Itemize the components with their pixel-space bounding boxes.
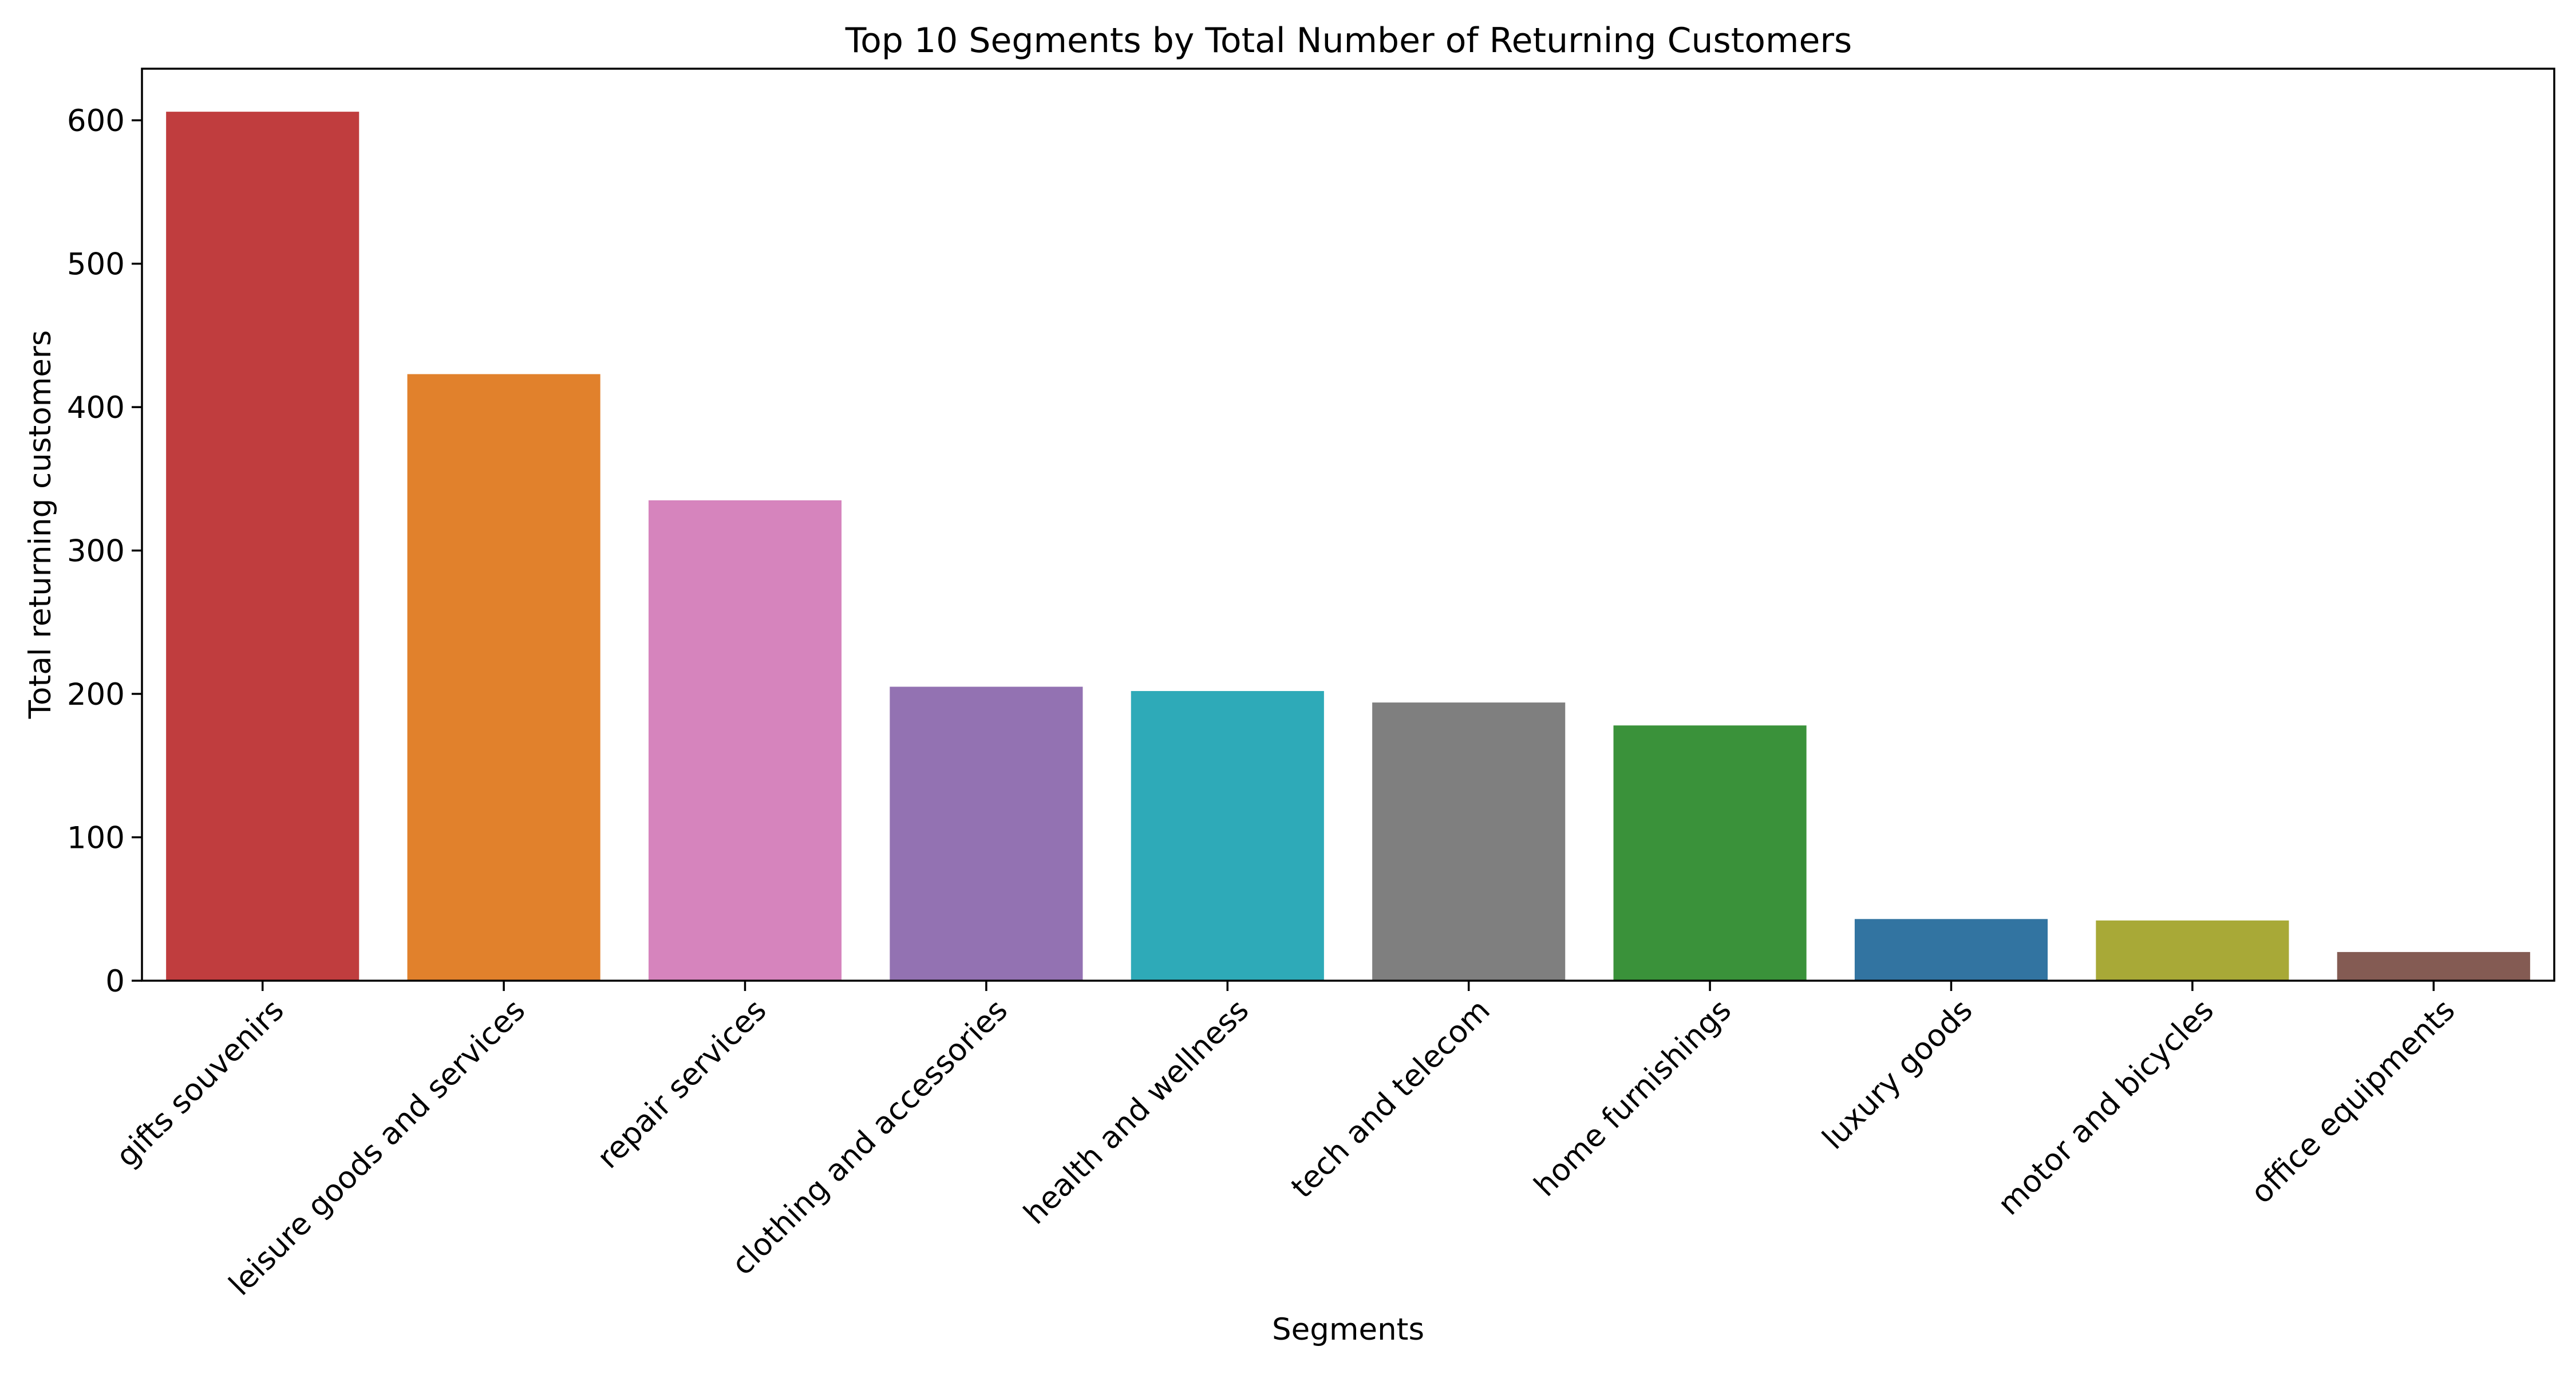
x-tick-label: repair services — [591, 993, 773, 1175]
bars-layer — [166, 112, 2530, 981]
x-tick-label: motor and bicycles — [1992, 993, 2221, 1222]
y-tick-label: 300 — [67, 534, 125, 569]
y-tick-label: 600 — [67, 104, 125, 139]
y-tick-label: 0 — [105, 964, 125, 999]
bar-6 — [1372, 702, 1566, 981]
bar-10 — [2337, 951, 2530, 981]
bar-9 — [2096, 920, 2289, 981]
bar-3 — [648, 500, 842, 981]
y-axis-label: Total returning customers — [23, 330, 58, 720]
y-tick-label: 400 — [67, 390, 125, 425]
plot-frame — [141, 68, 2555, 982]
bar-7 — [1613, 725, 1807, 981]
y-tick-label: 500 — [67, 247, 125, 282]
y-tick-label: 100 — [67, 821, 125, 856]
x-tick-label: clothing and accessories — [725, 993, 1014, 1282]
bar-5 — [1131, 691, 1324, 981]
bar-4 — [890, 686, 1083, 981]
x-tick-label: office equipments — [2244, 993, 2462, 1210]
x-tick-label: tech and telecom — [1285, 993, 1497, 1205]
x-axis-label: Segments — [1272, 1312, 1424, 1347]
x-tick-label: gifts souvenirs — [109, 993, 291, 1174]
x-tick-label: home furnishings — [1527, 993, 1738, 1203]
bar-8 — [1854, 919, 2048, 981]
y-axis: 0 100 200 300 400 500 600 — [67, 104, 142, 999]
bar-1 — [166, 112, 359, 981]
y-tick-label: 200 — [67, 677, 125, 712]
x-tick-label: luxury goods — [1816, 993, 1980, 1156]
bar-2 — [407, 374, 600, 981]
chart-title: Top 10 Segments by Total Number of Retur… — [845, 21, 1852, 61]
x-tick-label: health and wellness — [1017, 993, 1255, 1231]
